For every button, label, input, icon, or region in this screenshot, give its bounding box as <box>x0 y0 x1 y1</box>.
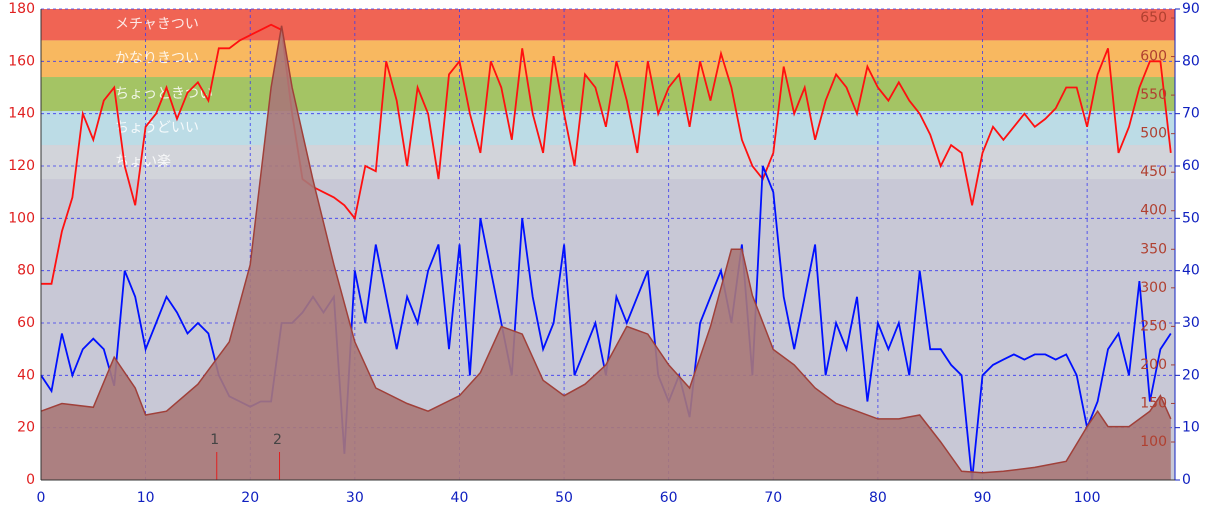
y-tick-label: 0 <box>26 472 35 488</box>
x-tick-label: 30 <box>346 490 364 506</box>
y2-tick-label: 30 <box>1182 315 1200 331</box>
y3-tick-label: 550 <box>1140 87 1167 103</box>
y-tick-label: 140 <box>8 106 35 122</box>
y-tick-label: 60 <box>17 315 35 331</box>
x-tick-label: 100 <box>1074 490 1101 506</box>
zone-label: かなりきつい <box>115 51 199 67</box>
y3-tick-label: 200 <box>1140 357 1167 373</box>
y-tick-label: 20 <box>17 420 35 436</box>
y3-tick-label: 500 <box>1140 126 1167 142</box>
y2-tick-label: 50 <box>1182 210 1200 226</box>
y-tick-label: 40 <box>17 367 35 383</box>
x-tick-label: 60 <box>660 490 678 506</box>
y3-tick-label: 650 <box>1140 10 1167 26</box>
y3-tick-label: 400 <box>1140 203 1167 219</box>
elevation-area <box>41 25 1171 480</box>
x-tick-label: 20 <box>241 490 259 506</box>
y-tick-label: 180 <box>8 1 35 17</box>
y3-tick-label: 450 <box>1140 164 1167 180</box>
y2-tick-label: 40 <box>1182 263 1200 279</box>
y-tick-label: 100 <box>8 210 35 226</box>
zone-band <box>41 145 1175 180</box>
x-tick-label: 80 <box>869 490 887 506</box>
y2-tick-label: 90 <box>1182 1 1200 17</box>
y2-tick-label: 60 <box>1182 158 1200 174</box>
y3-tick-label: 300 <box>1140 280 1167 296</box>
zone-band <box>41 9 1175 41</box>
series-line <box>41 23 1172 285</box>
x-tick-label: 70 <box>764 490 782 506</box>
y3-tick-label: 350 <box>1140 241 1167 257</box>
y-tick-label: 80 <box>17 263 35 279</box>
x-tick-label: 0 <box>37 490 46 506</box>
y2-tick-label: 0 <box>1182 472 1191 488</box>
zone-label: メチャきつい <box>115 17 199 33</box>
y2-tick-label: 10 <box>1182 420 1200 436</box>
x-tick-label: 40 <box>451 490 469 506</box>
y2-tick-label: 70 <box>1182 106 1200 122</box>
series-line <box>40 25 1172 474</box>
x-tick-label: 50 <box>555 490 573 506</box>
y3-tick-label: 600 <box>1140 49 1167 65</box>
marker-label: 2 <box>273 432 282 448</box>
x-tick-label: 90 <box>974 490 992 506</box>
y3-tick-label: 100 <box>1140 434 1167 450</box>
y3-tick-label: 150 <box>1140 395 1167 411</box>
y-tick-label: 120 <box>8 158 35 174</box>
y3-tick-label: 250 <box>1140 318 1167 334</box>
y2-tick-label: 20 <box>1182 367 1200 383</box>
y2-tick-label: 80 <box>1182 53 1200 69</box>
zone-band <box>41 77 1175 112</box>
x-tick-label: 10 <box>137 490 155 506</box>
marker-label: 1 <box>210 432 219 448</box>
y-tick-label: 160 <box>8 53 35 69</box>
zone-label: ちょうどいい <box>115 120 199 136</box>
zone-band <box>41 40 1175 78</box>
